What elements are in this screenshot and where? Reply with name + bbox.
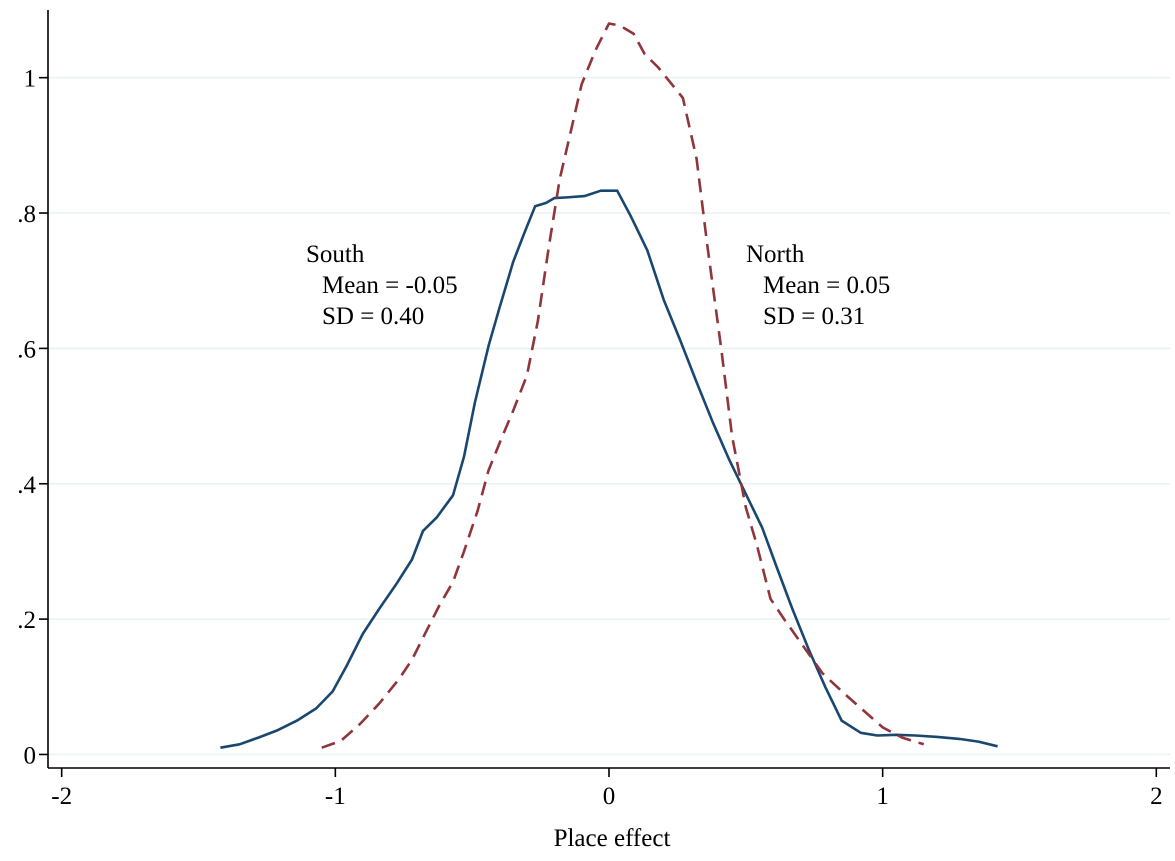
annotations: South Mean = -0.05 SD = 0.40 North Mean … xyxy=(306,241,890,330)
north-label: North xyxy=(746,241,805,268)
gridlines xyxy=(48,76,1170,756)
x-axis-title: Place effect xyxy=(554,825,671,852)
ticks: 0 .2 .4 .6 .8 1 -2 -1 0 1 2 xyxy=(17,66,1162,810)
y-tick-label-1: .2 xyxy=(17,607,36,634)
y-tick-label-0: 0 xyxy=(24,742,37,769)
series-line-south xyxy=(220,189,998,749)
north-sd: SD = 0.31 xyxy=(763,303,865,330)
y-tick-label-3: .6 xyxy=(17,336,36,363)
south-sd: SD = 0.40 xyxy=(322,303,424,330)
north-mean: Mean = 0.05 xyxy=(763,272,890,299)
y-tick-label-5: 1 xyxy=(24,66,37,93)
series-line-north xyxy=(321,22,925,749)
x-tick-label-4: 2 xyxy=(1150,783,1163,810)
axes xyxy=(47,10,1170,769)
y-tick-label-2: .4 xyxy=(17,472,36,499)
series-lines xyxy=(220,22,998,749)
south-mean: Mean = -0.05 xyxy=(322,272,458,299)
y-tick-label-4: .8 xyxy=(17,201,36,228)
x-tick-label-3: 1 xyxy=(876,783,889,810)
x-tick-label-0: -2 xyxy=(51,783,72,810)
x-tick-label-1: -1 xyxy=(325,783,346,810)
x-tick-label-2: 0 xyxy=(603,783,616,810)
south-label: South xyxy=(306,241,365,268)
